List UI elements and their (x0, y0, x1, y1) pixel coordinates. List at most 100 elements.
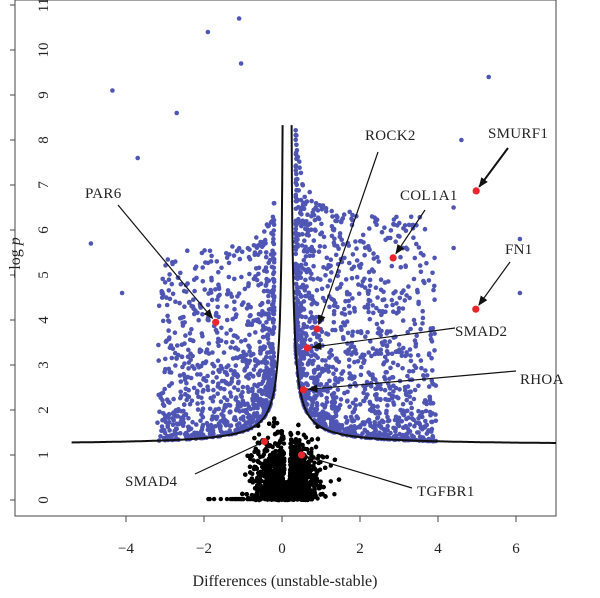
significant-point (340, 335, 346, 340)
significant-point (205, 302, 211, 308)
significant-point (377, 430, 382, 436)
significant-point (324, 395, 330, 401)
significant-point (269, 368, 275, 374)
nonsignificant-point (332, 492, 337, 497)
significant-point (254, 397, 259, 403)
significant-point (170, 261, 175, 267)
significant-point (355, 359, 361, 364)
significant-point (216, 269, 221, 275)
significant-point (207, 406, 213, 412)
significant-point (167, 296, 173, 302)
significant-point (166, 336, 172, 342)
significant-point (335, 273, 341, 279)
significant-point (238, 61, 244, 66)
significant-point (216, 286, 222, 292)
significant-point (165, 397, 170, 403)
significant-point (411, 434, 417, 440)
significant-point (166, 288, 172, 293)
significant-point (410, 368, 416, 374)
significant-point (315, 208, 321, 213)
significant-point (271, 222, 277, 228)
significant-point (371, 310, 376, 316)
significant-point (229, 379, 234, 384)
significant-point (226, 274, 232, 280)
significant-point (233, 428, 238, 433)
significant-point (247, 322, 252, 327)
significant-point (382, 387, 388, 393)
significant-point (230, 339, 235, 345)
significant-point (191, 385, 197, 391)
significant-point (199, 331, 205, 336)
significant-point (178, 379, 184, 384)
significant-point (390, 395, 395, 401)
significant-point (163, 419, 169, 425)
significant-point (411, 417, 417, 423)
significant-point (256, 243, 262, 248)
significant-point (258, 414, 263, 419)
significant-point (397, 431, 402, 437)
significant-point (227, 423, 233, 429)
significant-point (156, 342, 161, 348)
significant-point (343, 298, 348, 304)
significant-point (246, 302, 251, 308)
nonsignificant-point (281, 441, 287, 446)
significant-point (227, 409, 233, 414)
significant-point (343, 277, 349, 282)
significant-point (257, 339, 262, 345)
significant-point (265, 336, 271, 342)
significant-point (325, 332, 331, 337)
significant-point (179, 354, 185, 360)
significant-point (230, 356, 236, 361)
significant-point (203, 359, 209, 364)
significant-point (419, 365, 424, 371)
significant-point (426, 384, 432, 389)
significant-point (375, 254, 380, 260)
significant-point (160, 318, 166, 324)
significant-point (301, 248, 307, 254)
significant-point (239, 394, 244, 400)
significant-point (387, 386, 393, 391)
significant-point (178, 393, 184, 399)
significant-point (171, 396, 176, 402)
significant-point (333, 375, 338, 381)
significant-point (314, 288, 320, 293)
significant-point (216, 314, 221, 320)
significant-point (328, 257, 334, 263)
significant-point (260, 389, 265, 394)
significant-point (205, 427, 211, 433)
significant-point (324, 255, 330, 261)
significant-point (371, 256, 377, 261)
significant-point (382, 360, 387, 365)
significant-point (269, 264, 275, 270)
significant-point (200, 389, 206, 394)
significant-point (244, 407, 249, 413)
x-tick-label: 6 (512, 541, 520, 557)
significant-point (353, 397, 359, 403)
significant-point (164, 302, 170, 308)
significant-point (247, 349, 252, 354)
significant-point (239, 249, 245, 255)
significant-point (211, 387, 216, 393)
significant-point (361, 398, 367, 404)
significant-point (200, 312, 205, 317)
significant-point (405, 246, 410, 252)
significant-point (326, 355, 332, 360)
significant-point (298, 294, 304, 299)
significant-point (237, 256, 243, 262)
significant-point (304, 199, 309, 205)
significant-point (253, 317, 259, 323)
significant-point (365, 302, 371, 307)
significant-point (423, 408, 429, 414)
significant-point (370, 372, 375, 377)
significant-point (356, 424, 361, 430)
significant-point (186, 360, 192, 365)
significant-point (411, 276, 417, 282)
significant-point (165, 257, 171, 262)
significant-point (261, 375, 267, 381)
significant-point (214, 259, 220, 264)
significant-point (372, 433, 377, 439)
significant-point (294, 148, 300, 153)
significant-point (351, 264, 357, 270)
significant-point (235, 294, 240, 299)
